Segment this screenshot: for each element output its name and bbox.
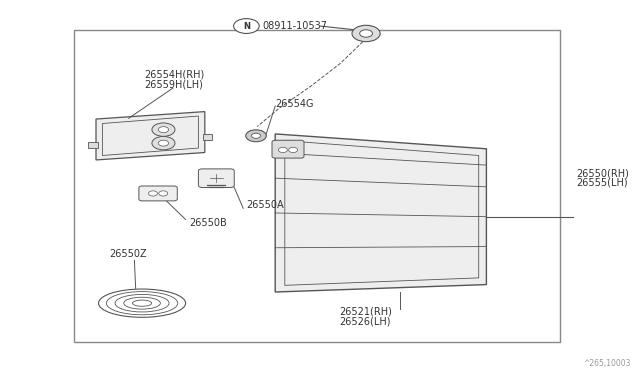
Circle shape [158,140,168,146]
Circle shape [360,30,372,37]
FancyBboxPatch shape [203,134,212,140]
Text: 08911-10537: 08911-10537 [262,21,328,31]
FancyBboxPatch shape [272,140,304,158]
Circle shape [158,126,168,133]
Circle shape [234,19,259,33]
Text: 26555(LH): 26555(LH) [576,178,628,188]
Circle shape [289,147,298,153]
Circle shape [246,130,266,142]
Text: 26526(LH): 26526(LH) [339,316,390,326]
Text: 26554G: 26554G [275,99,314,109]
Polygon shape [96,112,205,160]
Text: 26550(RH): 26550(RH) [576,169,629,179]
Text: 26550A: 26550A [246,200,284,209]
Circle shape [278,147,287,153]
Circle shape [252,133,260,138]
Circle shape [352,25,380,42]
Ellipse shape [99,289,186,317]
Circle shape [148,191,157,196]
Text: N: N [243,22,250,31]
Circle shape [152,123,175,137]
FancyBboxPatch shape [139,186,177,201]
Circle shape [152,137,175,150]
Text: 26521(RH): 26521(RH) [339,307,392,317]
Text: 26554H(RH): 26554H(RH) [144,70,204,80]
FancyBboxPatch shape [198,169,234,187]
Text: 26559H(LH): 26559H(LH) [144,79,203,89]
Polygon shape [275,134,486,292]
Circle shape [159,191,168,196]
Text: ^265,10003: ^265,10003 [583,359,630,368]
Text: 26550B: 26550B [189,218,227,228]
FancyBboxPatch shape [88,142,98,148]
Bar [74,30,560,342]
Text: 26550Z: 26550Z [109,248,147,259]
